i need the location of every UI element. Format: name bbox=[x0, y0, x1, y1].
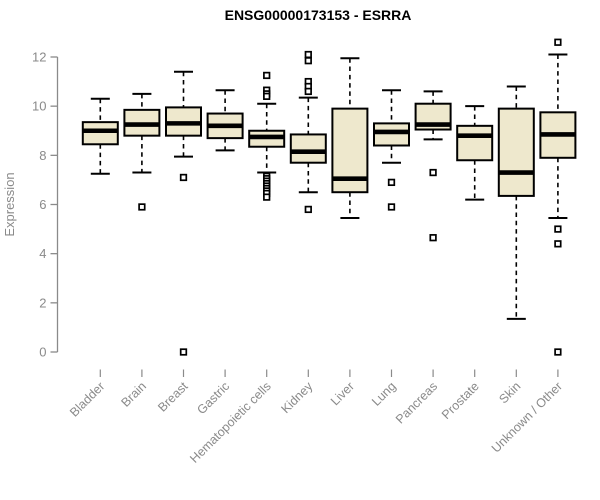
outlier-point bbox=[554, 240, 562, 248]
iqr-box bbox=[81, 121, 119, 146]
box-group-skin bbox=[497, 85, 535, 320]
box-group-gastric bbox=[206, 89, 244, 152]
y-tick-label: 2 bbox=[39, 295, 46, 310]
outlier-point bbox=[554, 225, 562, 233]
category-label: Unknown / Other bbox=[489, 379, 565, 455]
iqr-box bbox=[456, 124, 494, 162]
outlier-point bbox=[304, 87, 312, 96]
y-axis-title: Expression bbox=[2, 172, 17, 236]
category-label: Breast bbox=[155, 379, 191, 415]
category-label: Bladder bbox=[67, 379, 107, 419]
box-group-unknown-other bbox=[539, 38, 577, 356]
outlier-point bbox=[554, 38, 562, 46]
box-group-bladder bbox=[81, 97, 119, 175]
box-group-hematopoietic-cells bbox=[248, 71, 286, 201]
outlier-point bbox=[429, 168, 437, 177]
y-tick-label: 12 bbox=[32, 50, 46, 65]
box-group-breast bbox=[165, 70, 202, 356]
outlier-point bbox=[304, 57, 312, 65]
category-label: Skin bbox=[496, 379, 523, 406]
outlier-point bbox=[263, 71, 271, 80]
box-group-prostate bbox=[456, 105, 494, 201]
box-group-brain bbox=[123, 92, 161, 211]
box-group-lung bbox=[373, 89, 410, 211]
category-label: Liver bbox=[328, 379, 357, 408]
box-group-liver bbox=[331, 57, 369, 220]
y-tick-label: 4 bbox=[39, 246, 46, 261]
outlier-point bbox=[304, 205, 312, 214]
y-tick-label: 10 bbox=[32, 99, 46, 114]
outlier-point bbox=[429, 234, 437, 242]
category-label: Lung bbox=[369, 379, 399, 409]
plot-area bbox=[81, 38, 577, 356]
outlier-point bbox=[387, 203, 396, 211]
outlier-point bbox=[138, 203, 146, 211]
category-label: Kidney bbox=[278, 379, 315, 416]
chart-title: ENSG00000173153 - ESRRA bbox=[225, 7, 412, 23]
category-label: Gastric bbox=[194, 379, 232, 417]
outlier-point bbox=[263, 92, 271, 100]
category-label: Hematopoietic cells bbox=[187, 379, 274, 466]
y-tick-label: 8 bbox=[39, 148, 46, 163]
outlier-point bbox=[179, 173, 188, 182]
outlier-point bbox=[304, 50, 312, 59]
category-label: Brain bbox=[118, 379, 149, 410]
outlier-point bbox=[179, 348, 188, 356]
category-label: Pancreas bbox=[393, 379, 440, 426]
iqr-box bbox=[373, 122, 410, 147]
iqr-box bbox=[289, 133, 327, 164]
iqr-box bbox=[497, 107, 535, 197]
outlier-point bbox=[387, 178, 396, 187]
box-group-pancreas bbox=[414, 90, 452, 242]
y-tick-label: 0 bbox=[39, 345, 46, 360]
category-label: Prostate bbox=[439, 379, 482, 422]
outlier-point bbox=[554, 348, 562, 356]
y-tick-label: 6 bbox=[39, 197, 46, 212]
y-axis: 0 2 4 6 8 10 12 bbox=[32, 50, 59, 360]
box-group-kidney bbox=[289, 50, 327, 214]
outlier-point bbox=[263, 193, 271, 201]
